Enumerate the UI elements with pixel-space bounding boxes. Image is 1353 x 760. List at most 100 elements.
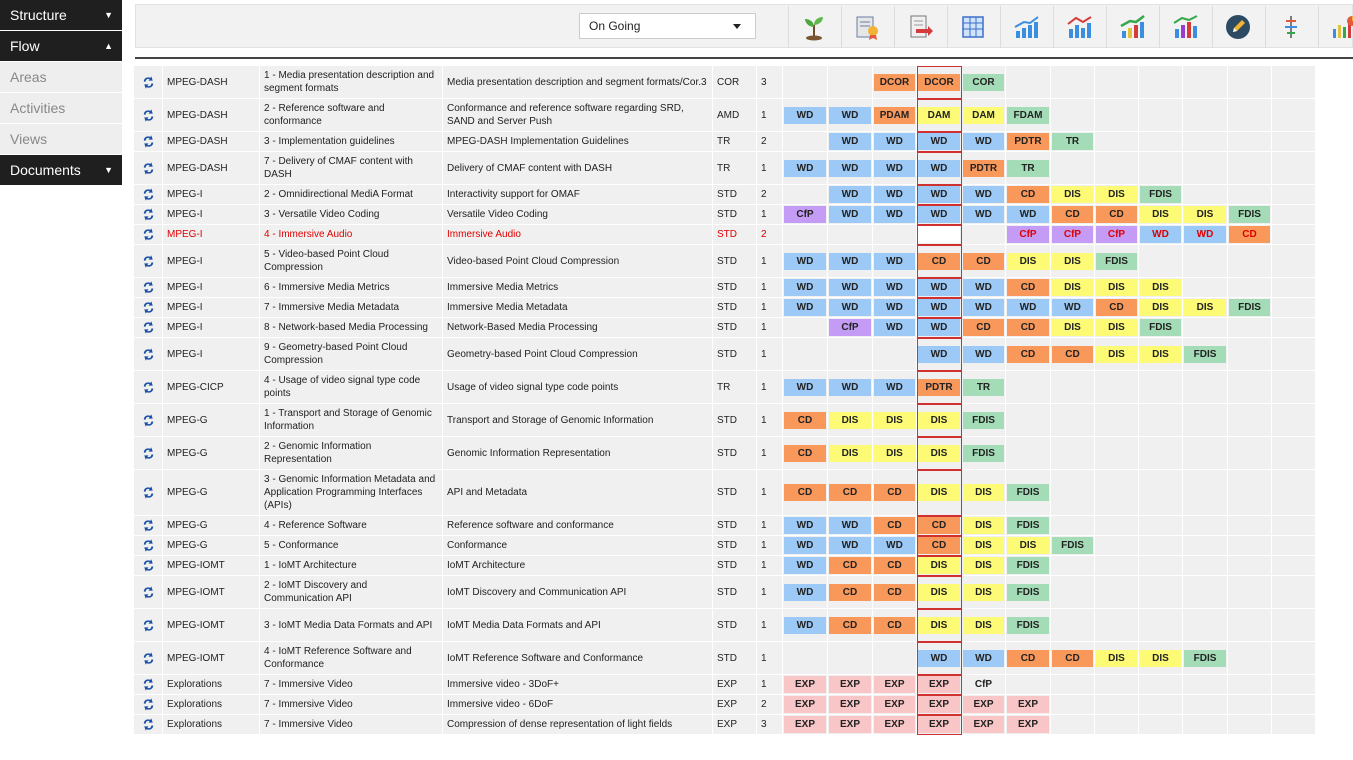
- sync-icon[interactable]: [133, 469, 163, 516]
- table-row[interactable]: MPEG-G 3 - Genomic Information Metadata a…: [133, 469, 1316, 516]
- sync-icon[interactable]: [133, 403, 163, 437]
- stage-cell[interactable]: DIS: [916, 436, 962, 470]
- stage-cell[interactable]: CD: [872, 608, 917, 642]
- stage-cell[interactable]: DIS: [1094, 184, 1139, 205]
- stage-cell[interactable]: FDIS: [1138, 317, 1183, 338]
- stage-cell[interactable]: FDIS: [1227, 297, 1272, 318]
- sidebar-item-structure[interactable]: Structure ▼: [0, 0, 122, 31]
- table-row[interactable]: MPEG-I 4 - Immersive Audio Immersive Audio…: [133, 224, 1316, 245]
- stage-cell[interactable]: WD: [916, 131, 962, 152]
- stage-cell[interactable]: EXP: [827, 674, 873, 695]
- stage-cell[interactable]: WD: [782, 244, 828, 278]
- stage-cell[interactable]: WD: [782, 370, 828, 404]
- tree-structure-icon[interactable]: [1265, 6, 1315, 48]
- stage-cell[interactable]: DIS: [1138, 297, 1183, 318]
- stage-cell[interactable]: CD: [827, 608, 873, 642]
- stage-cell[interactable]: FDIS: [1182, 337, 1228, 371]
- stage-cell[interactable]: WD: [827, 277, 873, 298]
- sidebar-item-flow[interactable]: Flow ▲: [0, 31, 122, 62]
- table-row[interactable]: MPEG-I 9 - Geometry-based Point Cloud Com…: [133, 337, 1316, 371]
- stage-cell[interactable]: WD: [827, 204, 873, 225]
- stage-cell[interactable]: TR: [1005, 151, 1051, 185]
- stage-cell[interactable]: WD: [916, 204, 962, 225]
- stage-cell[interactable]: CD: [782, 436, 828, 470]
- chart-up-icon[interactable]: [1000, 6, 1050, 48]
- table-row[interactable]: MPEG-IOMT 3 - IoMT Media Data Formats and…: [133, 608, 1316, 642]
- stage-cell[interactable]: EXP: [782, 674, 828, 695]
- stage-cell[interactable]: PDTR: [961, 151, 1006, 185]
- stage-cell[interactable]: CD: [872, 515, 917, 536]
- stage-cell[interactable]: CfP: [827, 317, 873, 338]
- stage-cell[interactable]: FDIS: [1227, 204, 1272, 225]
- status-filter-select[interactable]: On Going: [579, 13, 756, 39]
- sidebar-item-activities[interactable]: Activities: [0, 93, 122, 124]
- stage-cell[interactable]: CD: [1094, 204, 1139, 225]
- chart-bars-red-icon[interactable]: [1053, 6, 1103, 48]
- table-row[interactable]: MPEG-G 4 - Reference Software Reference so…: [133, 515, 1316, 536]
- stage-cell[interactable]: DIS: [916, 555, 962, 576]
- sprout-icon[interactable]: [788, 6, 838, 48]
- stage-cell[interactable]: DIS: [961, 515, 1006, 536]
- stage-cell[interactable]: EXP: [916, 674, 962, 695]
- sync-icon[interactable]: [133, 674, 163, 695]
- stage-cell[interactable]: WD: [961, 277, 1006, 298]
- stage-cell[interactable]: DIS: [916, 469, 962, 516]
- stage-cell[interactable]: WD: [1005, 204, 1051, 225]
- chart-bars-multi-icon[interactable]: [1159, 6, 1209, 48]
- stage-cell[interactable]: CD: [782, 403, 828, 437]
- stage-cell[interactable]: DIS: [872, 436, 917, 470]
- chart-growth-icon[interactable]: [1106, 6, 1156, 48]
- stage-cell[interactable]: DAM: [916, 98, 962, 132]
- stage-cell[interactable]: DIS: [827, 403, 873, 437]
- stage-cell[interactable]: CD: [782, 469, 828, 516]
- stage-cell[interactable]: DAM: [961, 98, 1006, 132]
- stage-cell[interactable]: EXP: [916, 714, 962, 735]
- stage-cell[interactable]: FDIS: [1094, 244, 1139, 278]
- stage-cell[interactable]: CD: [1050, 641, 1095, 675]
- sync-icon[interactable]: [133, 184, 163, 205]
- stage-cell[interactable]: FDIS: [1138, 184, 1183, 205]
- stage-cell[interactable]: FDIS: [1005, 469, 1051, 516]
- stage-cell[interactable]: EXP: [1005, 714, 1051, 735]
- table-row[interactable]: MPEG-DASH 2 - Reference software and conf…: [133, 98, 1316, 132]
- stage-cell[interactable]: FDIS: [1005, 608, 1051, 642]
- stage-cell[interactable]: WD: [872, 204, 917, 225]
- table-row[interactable]: MPEG-DASH 1 - Media presentation descript…: [133, 65, 1316, 99]
- sync-icon[interactable]: [133, 641, 163, 675]
- stage-cell[interactable]: DCOR: [916, 65, 962, 99]
- stage-cell[interactable]: WD: [827, 370, 873, 404]
- table-row[interactable]: MPEG-G 5 - Conformance Conformance STD 1 WD WD…: [133, 535, 1316, 556]
- stage-cell[interactable]: WD: [872, 131, 917, 152]
- stage-cell[interactable]: DIS: [827, 436, 873, 470]
- sync-icon[interactable]: [133, 204, 163, 225]
- stage-cell[interactable]: WD: [872, 535, 917, 556]
- stage-cell[interactable]: EXP: [872, 714, 917, 735]
- stage-cell[interactable]: WD: [961, 184, 1006, 205]
- stage-cell[interactable]: EXP: [961, 694, 1006, 715]
- stage-cell[interactable]: CD: [1005, 184, 1051, 205]
- table-row[interactable]: Explorations 7 - Immersive Video Immersive…: [133, 694, 1316, 715]
- stage-cell[interactable]: WD: [872, 244, 917, 278]
- stage-cell[interactable]: FDIS: [1050, 535, 1095, 556]
- stage-cell[interactable]: TR: [1050, 131, 1095, 152]
- stage-cell[interactable]: WD: [916, 297, 962, 318]
- stage-cell[interactable]: FDIS: [1005, 575, 1051, 609]
- table-row[interactable]: Explorations 7 - Immersive Video Compressi…: [133, 714, 1316, 735]
- stage-cell[interactable]: CD: [1094, 297, 1139, 318]
- stage-cell[interactable]: CD: [1050, 337, 1095, 371]
- sync-icon[interactable]: [133, 555, 163, 576]
- stage-cell[interactable]: WD: [782, 515, 828, 536]
- stage-cell[interactable]: DIS: [1050, 184, 1095, 205]
- stage-cell[interactable]: CD: [916, 244, 962, 278]
- sidebar-item-areas[interactable]: Areas: [0, 62, 122, 93]
- stage-cell[interactable]: WD: [916, 337, 962, 371]
- stage-cell[interactable]: WD: [916, 641, 962, 675]
- stage-cell[interactable]: WD: [916, 317, 962, 338]
- stage-cell[interactable]: DIS: [1182, 297, 1228, 318]
- stage-cell[interactable]: EXP: [827, 714, 873, 735]
- stage-cell[interactable]: WD: [1138, 224, 1183, 245]
- stage-cell[interactable]: WD: [827, 151, 873, 185]
- stage-cell[interactable]: EXP: [916, 694, 962, 715]
- stage-cell[interactable]: WD: [827, 244, 873, 278]
- stage-cell[interactable]: WD: [827, 98, 873, 132]
